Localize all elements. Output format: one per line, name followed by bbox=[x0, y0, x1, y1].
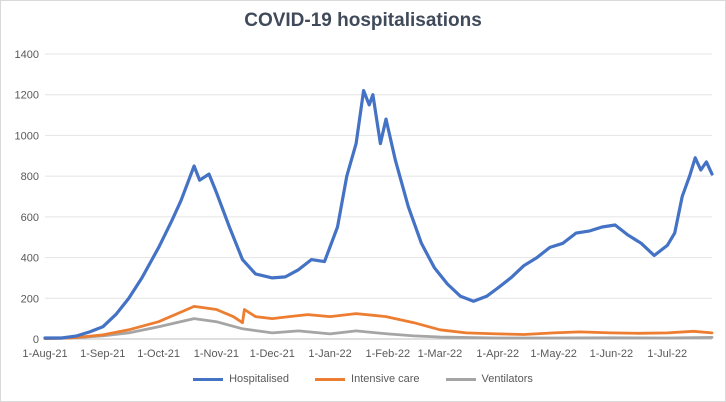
x-tick-label: 1-Apr-22 bbox=[476, 348, 519, 360]
x-tick-label: 1-Jun-22 bbox=[590, 348, 633, 360]
legend-swatch bbox=[315, 377, 346, 381]
legend-item: Hospitalised bbox=[193, 373, 289, 385]
x-tick-label: 1-May-22 bbox=[530, 348, 576, 360]
x-tick-label: 1-Jan-22 bbox=[308, 348, 351, 360]
y-tick-label: 400 bbox=[21, 253, 39, 265]
series-lines bbox=[43, 89, 714, 340]
x-tick-label: 1-Sep-21 bbox=[80, 348, 125, 360]
legend-label: Hospitalised bbox=[229, 373, 290, 385]
chart-title: COVID-19 hospitalisations bbox=[244, 10, 482, 31]
series-line-intensive-care bbox=[43, 305, 714, 340]
y-tick-label: 600 bbox=[21, 212, 39, 224]
legend-label: Ventilators bbox=[481, 373, 533, 385]
legend-label: Intensive care bbox=[351, 373, 420, 385]
legend-item: Intensive care bbox=[315, 373, 420, 385]
series-line-ventilators bbox=[43, 317, 714, 340]
x-tick-label: 1-Nov-21 bbox=[194, 348, 239, 360]
y-tick-label: 200 bbox=[21, 293, 39, 305]
y-tick-label: 0 bbox=[33, 334, 39, 346]
legend: Hospitalised Intensive care Ventilators bbox=[0, 373, 726, 385]
legend-swatch bbox=[445, 377, 476, 381]
legend-swatch bbox=[193, 377, 224, 381]
y-tick-label: 1200 bbox=[15, 90, 39, 102]
x-tick-label: 1-Feb-22 bbox=[365, 348, 410, 360]
x-tick-label: 1-Mar-22 bbox=[418, 348, 463, 360]
y-axis-ticks: 0 200 400 600 800 1000 1200 1400 bbox=[15, 49, 39, 346]
y-tick-label: 800 bbox=[21, 171, 39, 183]
y-tick-label: 1000 bbox=[15, 130, 39, 142]
x-tick-label: 1-Oct-21 bbox=[137, 348, 180, 360]
x-tick-label: 1-Jul-22 bbox=[647, 348, 687, 360]
x-tick-label: 1-Aug-21 bbox=[22, 348, 67, 360]
y-tick-label: 1400 bbox=[15, 49, 39, 61]
x-axis-ticks: 1-Aug-21 1-Sep-21 1-Oct-21 1-Nov-21 1-Dec-21… bbox=[22, 348, 687, 360]
x-tick-label: 1-Dec-21 bbox=[250, 348, 295, 360]
legend-item: Ventilators bbox=[445, 373, 533, 385]
series-line-hospitalised bbox=[43, 89, 714, 340]
gridlines bbox=[45, 53, 712, 340]
